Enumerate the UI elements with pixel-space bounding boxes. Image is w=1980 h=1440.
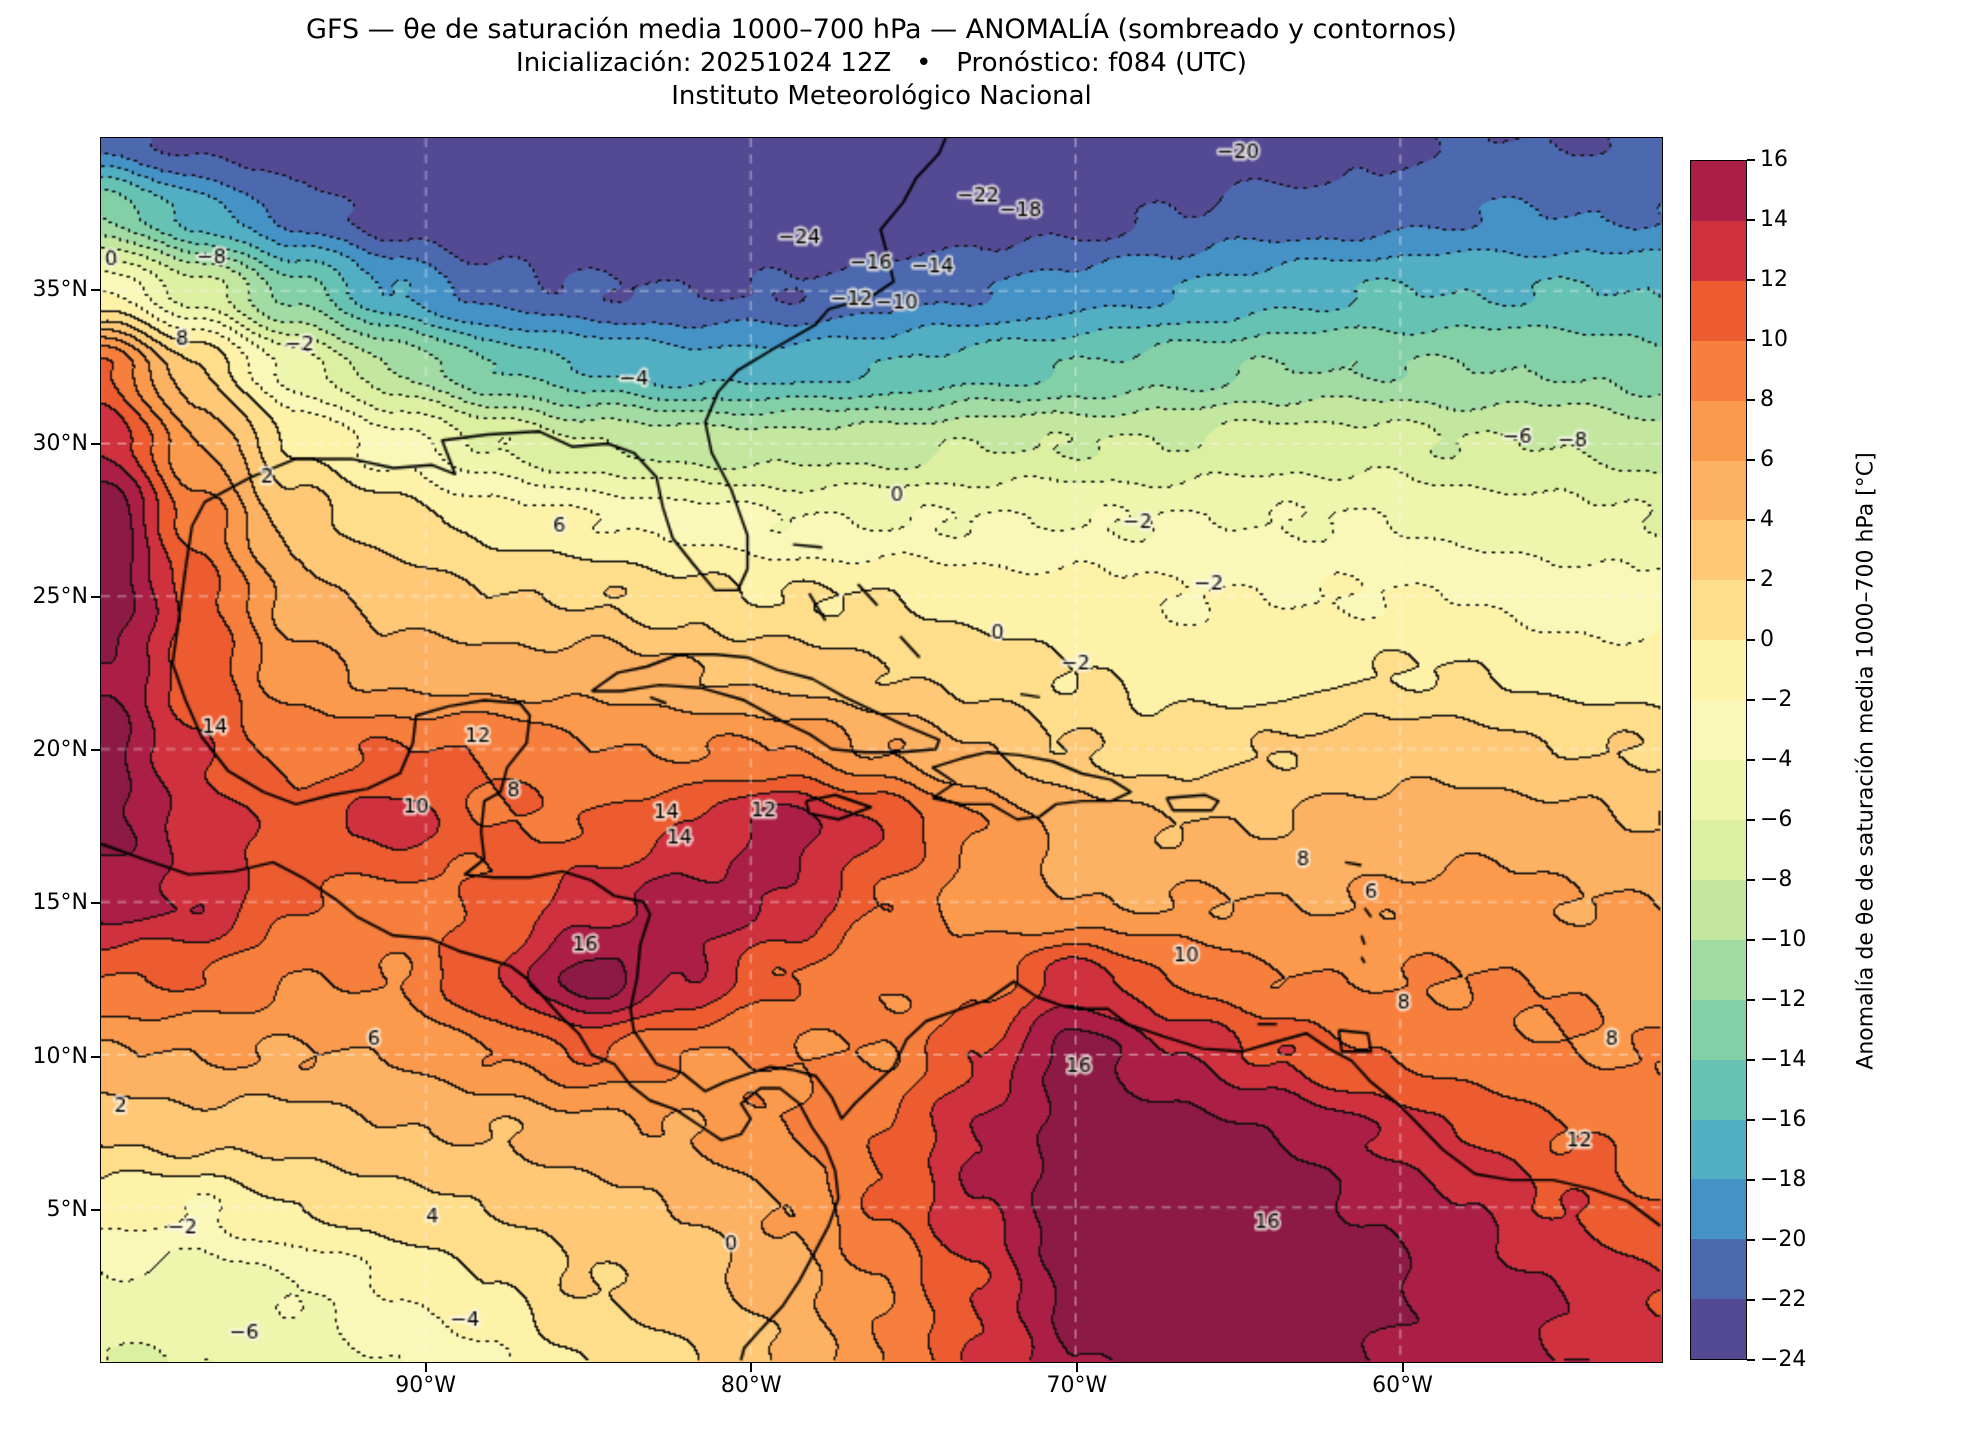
y-tick-label: 35°N: [32, 277, 88, 303]
colorbar-tick-label: −2: [1760, 687, 1793, 712]
colorbar-cell: [1691, 400, 1746, 461]
x-tick-label: 80°W: [720, 1373, 782, 1398]
page-title: GFS — θe de saturación media 1000–700 hP…: [306, 14, 1457, 45]
colorbar-tick-mark: [1747, 639, 1755, 641]
subtitle-init-forecast: Inicialización: 20251024 12Z • Pronóstic…: [516, 48, 1247, 78]
x-tick-label: 90°W: [395, 1373, 456, 1398]
y-tick-mark: [91, 289, 100, 292]
colorbar-cell: [1691, 280, 1746, 341]
colorbar-tick-label: −4: [1760, 747, 1793, 772]
colorbar-tick-mark: [1747, 279, 1755, 281]
colorbar-tick-mark: [1747, 1059, 1755, 1061]
colorbar-tick-mark: [1747, 579, 1755, 581]
colorbar-tick-label: −8: [1760, 867, 1793, 892]
colorbar-axis-label: Anomalía de θe de saturación media 1000–…: [1853, 452, 1879, 1070]
y-tick-mark: [91, 1208, 100, 1211]
y-tick-mark: [91, 902, 100, 905]
colorbar-tick-label: 10: [1760, 327, 1788, 352]
y-tick-label: 30°N: [32, 430, 88, 456]
colorbar-cell: [1691, 640, 1746, 701]
y-tick-label: 20°N: [32, 737, 88, 762]
y-tick-mark: [91, 1055, 100, 1058]
colorbar-tick-label: 8: [1760, 387, 1774, 412]
colorbar-tick-label: 0: [1760, 627, 1774, 652]
colorbar-tick-label: 14: [1760, 207, 1788, 232]
colorbar-cell: [1691, 460, 1746, 521]
colorbar-tick-label: 12: [1760, 267, 1788, 292]
colorbar-tick-mark: [1747, 1299, 1755, 1301]
colorbar-cell: [1691, 161, 1746, 221]
x-tick-mark: [424, 1363, 427, 1372]
x-tick-mark: [1075, 1363, 1078, 1372]
colorbar-cell: [1691, 700, 1746, 761]
colorbar-tick-mark: [1747, 1119, 1755, 1121]
y-tick-label: 10°N: [32, 1043, 88, 1069]
colorbar-tick-label: −24: [1760, 1347, 1807, 1372]
colorbar-tick-mark: [1747, 999, 1755, 1001]
colorbar-tick-mark: [1747, 939, 1755, 941]
colorbar-tick-label: 4: [1760, 507, 1774, 532]
colorbar-tick-label: −16: [1760, 1107, 1807, 1132]
colorbar-cell: [1691, 1059, 1746, 1120]
colorbar-cell: [1691, 999, 1746, 1060]
colorbar-tick-label: −22: [1760, 1287, 1807, 1312]
colorbar-tick-mark: [1747, 699, 1755, 701]
colorbar-tick-label: −14: [1760, 1047, 1807, 1072]
colorbar-tick-label: −12: [1760, 987, 1807, 1012]
y-tick-mark: [91, 442, 100, 445]
y-tick-label: 5°N: [46, 1196, 88, 1222]
colorbar-cell: [1691, 939, 1746, 1000]
institution-title: Instituto Meteorológico Nacional: [671, 81, 1092, 111]
colorbar-tick-label: −20: [1760, 1227, 1807, 1252]
colorbar: [1690, 160, 1747, 1360]
colorbar-cell: [1691, 1119, 1746, 1180]
colorbar-tick-mark: [1747, 759, 1755, 761]
colorbar-cell: [1691, 819, 1746, 880]
colorbar-tick-mark: [1747, 399, 1755, 401]
colorbar-tick-mark: [1747, 879, 1755, 881]
map-canvas: [101, 138, 1662, 1362]
colorbar-tick-mark: [1747, 219, 1755, 221]
y-tick-mark: [91, 749, 100, 751]
colorbar-tick-label: −10: [1760, 927, 1807, 952]
colorbar-tick-mark: [1747, 159, 1755, 161]
colorbar-cell: [1691, 1299, 1746, 1360]
y-tick-label: 25°N: [32, 583, 88, 609]
colorbar-cell: [1691, 580, 1746, 641]
map-plot-area: [100, 137, 1663, 1363]
y-tick-mark: [91, 595, 100, 598]
x-tick-label: 60°W: [1372, 1373, 1433, 1398]
colorbar-tick-mark: [1747, 1359, 1755, 1361]
colorbar-tick-mark: [1747, 459, 1755, 461]
colorbar-cell: [1691, 340, 1746, 401]
colorbar-tick-mark: [1747, 1239, 1755, 1241]
x-tick-label: 70°W: [1046, 1373, 1108, 1398]
colorbar-cell: [1691, 879, 1746, 940]
colorbar-tick-mark: [1747, 339, 1755, 341]
colorbar-cell: [1691, 1179, 1746, 1240]
y-tick-label: 15°N: [32, 890, 88, 916]
colorbar-tick-label: −6: [1760, 807, 1793, 832]
colorbar-tick-label: −18: [1760, 1167, 1807, 1192]
colorbar-tick-mark: [1747, 1179, 1755, 1181]
colorbar-tick-label: 6: [1760, 447, 1774, 472]
title-block: GFS — θe de saturación media 1000–700 hP…: [100, 12, 1663, 113]
colorbar-cell: [1691, 220, 1746, 281]
colorbar-tick-label: 2: [1760, 567, 1774, 592]
colorbar-cell: [1691, 760, 1746, 820]
colorbar-tick-mark: [1747, 519, 1755, 521]
colorbar-tick-label: 16: [1760, 147, 1788, 172]
colorbar-cell: [1691, 1239, 1746, 1300]
colorbar-tick-mark: [1747, 819, 1755, 821]
colorbar-cell: [1691, 520, 1746, 581]
x-tick-mark: [1401, 1363, 1404, 1372]
x-tick-mark: [750, 1363, 753, 1372]
